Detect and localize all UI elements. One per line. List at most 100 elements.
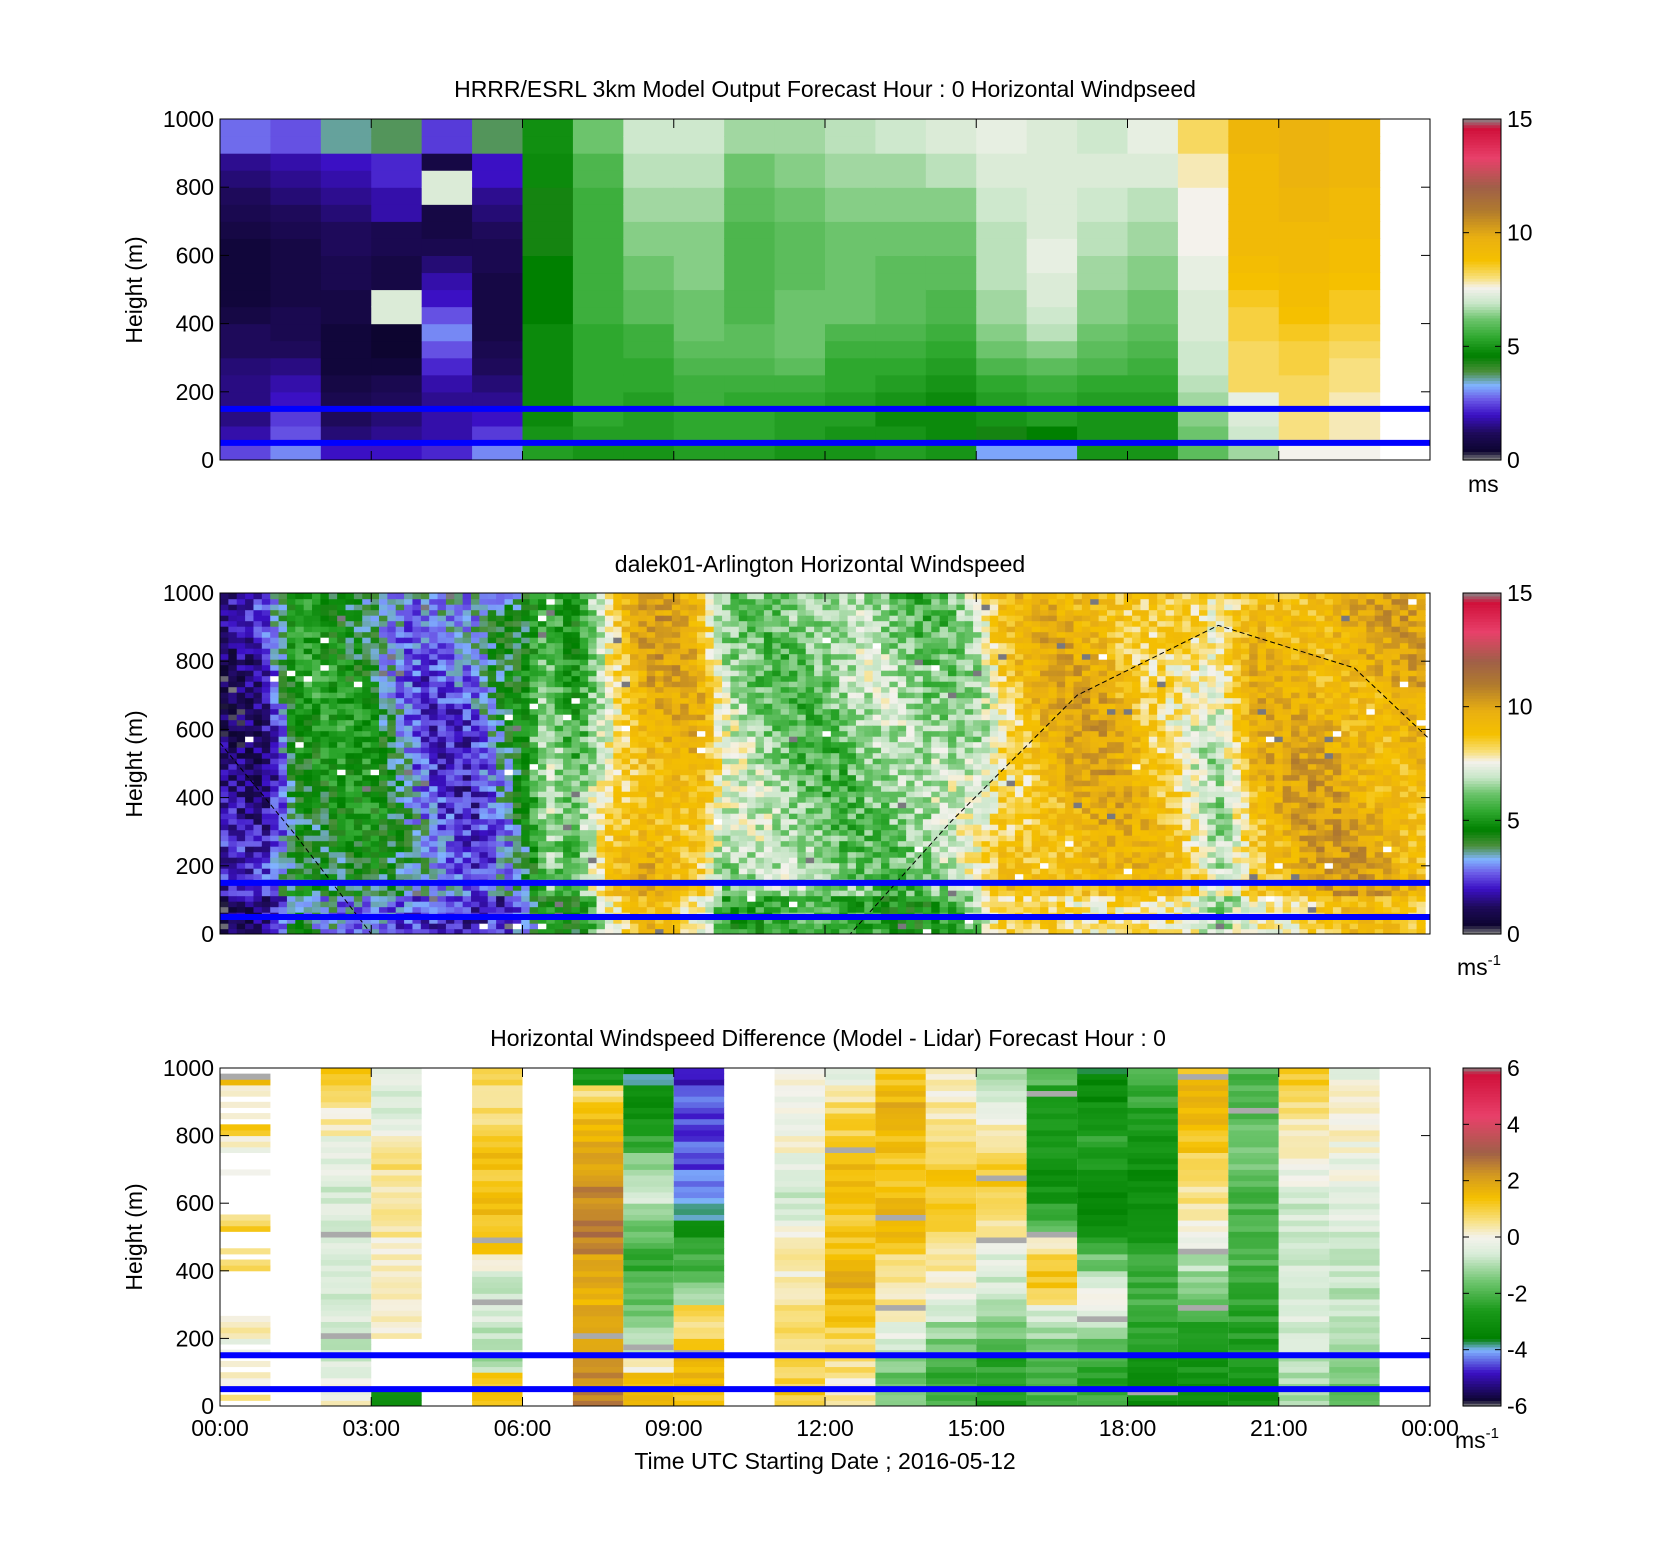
heatmap-cell: [328, 763, 338, 770]
heatmap-cell: [688, 862, 698, 869]
heatmap-cell: [797, 593, 807, 600]
heatmap-cell: [613, 714, 623, 721]
heatmap-cell: [320, 719, 330, 726]
heatmap-cell: [722, 708, 732, 715]
heatmap-cell: [696, 725, 707, 732]
heatmap-cell: [638, 774, 648, 781]
heatmap-cell: [925, 357, 977, 376]
heatmap-cell: [646, 884, 656, 891]
heatmap-cell: [429, 813, 439, 820]
heatmap-cell: [521, 780, 531, 787]
heatmap-cell: [320, 791, 330, 798]
heatmap-cell: [1329, 119, 1381, 137]
heatmap-cell: [1329, 221, 1381, 239]
heatmap-cell: [663, 769, 673, 776]
heatmap-cell: [546, 846, 556, 853]
heatmap-cell: [362, 763, 372, 770]
heatmap-cell: [673, 187, 725, 205]
heatmap-cell: [730, 692, 740, 699]
heatmap-cell: [487, 659, 497, 666]
heatmap-cell: [472, 187, 524, 205]
heatmap-cell: [747, 653, 757, 660]
heatmap-cell: [613, 906, 623, 913]
heatmap-cell: [688, 626, 698, 633]
heatmap-cell: [504, 736, 514, 743]
heatmap-cell: [521, 835, 531, 842]
heatmap-cell: [1278, 289, 1330, 308]
heatmap-cell: [688, 664, 698, 671]
heatmap-cell: [320, 442, 372, 460]
heatmap-cell: [345, 923, 355, 930]
heatmap-cell: [395, 791, 405, 798]
heatmap-cell: [563, 692, 573, 699]
heatmap-cell: [387, 675, 397, 682]
heatmap-cell: [320, 758, 330, 765]
heatmap-cell: [420, 741, 430, 748]
heatmap-cell: [623, 238, 675, 256]
heatmap-cell: [763, 846, 773, 853]
heatmap-cell: [738, 846, 748, 853]
heatmap-cell: [462, 615, 472, 622]
heatmap-cell: [747, 631, 757, 638]
heatmap-cell: [705, 846, 715, 853]
heatmap-cell: [320, 653, 330, 660]
heatmap-cell: [404, 747, 414, 754]
heatmap-cell: [286, 752, 297, 759]
heatmap-cell: [412, 670, 422, 677]
heatmap-cell: [487, 637, 497, 644]
heatmap-cell: [596, 620, 606, 627]
heatmap-cell: [663, 763, 673, 770]
heatmap-cell: [512, 675, 522, 682]
heatmap-cell: [563, 840, 573, 847]
heatmap-cell: [429, 686, 439, 693]
heatmap-cell: [613, 862, 623, 869]
heatmap-cell: [789, 670, 799, 677]
heatmap-cell: [663, 923, 673, 930]
heatmap-cell: [504, 901, 514, 908]
heatmap-cell: [437, 648, 447, 655]
heatmap-cell: [320, 774, 330, 781]
heatmap-cell: [630, 917, 640, 924]
heatmap-cell: [671, 648, 681, 655]
heatmap-cell: [646, 615, 656, 622]
heatmap-cell: [504, 626, 514, 633]
colorbar-segment: [1463, 315, 1501, 319]
heatmap-cell: [278, 774, 288, 781]
heatmap-cell: [378, 840, 389, 847]
heatmap-cell: [680, 752, 690, 759]
heatmap-cell: [713, 906, 723, 913]
heatmap-cell: [412, 774, 422, 781]
heatmap-cell: [295, 829, 305, 836]
heatmap-cell: [454, 659, 464, 666]
heatmap-cell: [621, 906, 631, 913]
heatmap-cell: [236, 659, 246, 666]
heatmap-cell: [420, 703, 430, 710]
heatmap-cell: [437, 659, 447, 666]
heatmap-cell: [604, 736, 614, 743]
heatmap-cell: [378, 631, 389, 638]
heatmap-cell: [504, 857, 514, 864]
heatmap-cell: [404, 758, 414, 765]
heatmap-cell: [596, 807, 606, 814]
heatmap-cell: [462, 659, 472, 666]
heatmap-cell: [228, 780, 238, 787]
heatmap-cell: [688, 780, 698, 787]
heatmap-cell: [724, 170, 776, 188]
heatmap-cell: [370, 802, 380, 809]
heatmap-cell: [504, 802, 514, 809]
heatmap-cell: [496, 868, 506, 875]
heatmap-cell: [253, 758, 263, 765]
heatmap-cell: [537, 653, 548, 660]
heatmap-cell: [445, 752, 455, 759]
heatmap-cell: [362, 604, 372, 611]
heatmap-cell: [730, 802, 740, 809]
heatmap-cell: [496, 928, 506, 934]
heatmap-cell: [487, 703, 497, 710]
heatmap-cell: [462, 873, 472, 880]
heatmap-cell: [755, 686, 765, 693]
heatmap-cell: [755, 763, 765, 770]
heatmap-cell: [487, 846, 497, 853]
heatmap-cell: [462, 769, 472, 776]
heatmap-cell: [747, 928, 757, 934]
heatmap-cell: [429, 906, 439, 913]
